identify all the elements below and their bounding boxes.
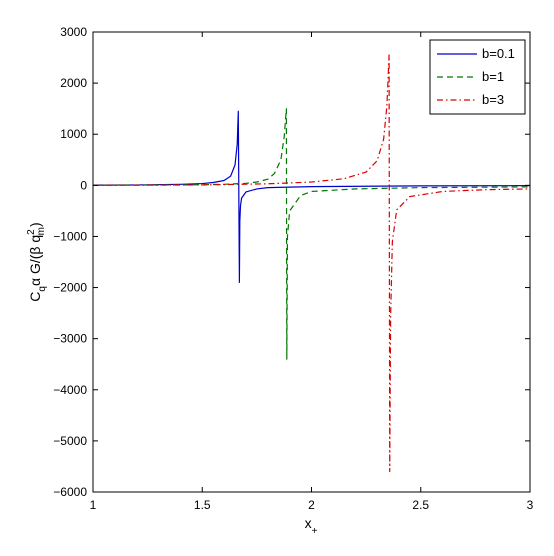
ticks-layer: 1 1.5 2 2.5 3 3000 2000 1000 0 −1000 −2000 −3000 −40… — [53, 25, 533, 512]
y-tick-label: −6000 — [53, 485, 87, 499]
y-axis-label-close: ) — [27, 222, 43, 227]
legend: b=0.1 b=1 b=3 — [429, 39, 526, 115]
x-tick-label: 3 — [527, 498, 534, 512]
y-axis-label-c: C — [27, 292, 43, 302]
x-axis-label-sub: + — [312, 526, 318, 537]
y-tick-label: −2000 — [53, 281, 87, 295]
y-tick-label: 0 — [80, 178, 87, 192]
y-tick-label: −1000 — [53, 229, 87, 243]
y-tick-label: 3000 — [60, 25, 87, 39]
x-tick-label: 1 — [90, 498, 97, 512]
x-axis-label-main: x — [305, 515, 312, 531]
y-tick-label: −5000 — [53, 434, 87, 448]
legend-label-b01: b=0.1 — [482, 46, 515, 61]
x-tick-label: 2.5 — [412, 498, 429, 512]
y-tick-label: −3000 — [53, 332, 87, 346]
x-tick-label: 2 — [308, 498, 315, 512]
y-axis-label: Cqα G/(β q2m) — [26, 222, 48, 301]
y-axis-label-sub-q: q — [37, 286, 48, 292]
series-layer — [92, 54, 531, 473]
y-axis-label-sup-2: 2 — [26, 229, 37, 235]
y-axis-label-sub-m: m — [36, 227, 47, 235]
y-tick-label: 2000 — [60, 76, 87, 90]
y-axis-label-rest: α G/(β q — [27, 235, 43, 286]
series-line-0 — [92, 110, 531, 284]
y-tick-label: −4000 — [53, 383, 87, 397]
x-tick-label: 1.5 — [194, 498, 211, 512]
legend-label-b1: b=1 — [482, 69, 504, 84]
y-tick-label: 1000 — [60, 127, 87, 141]
x-axis-label: x+ — [305, 515, 318, 537]
legend-label-b3: b=3 — [482, 92, 504, 107]
legend-box — [429, 39, 526, 115]
